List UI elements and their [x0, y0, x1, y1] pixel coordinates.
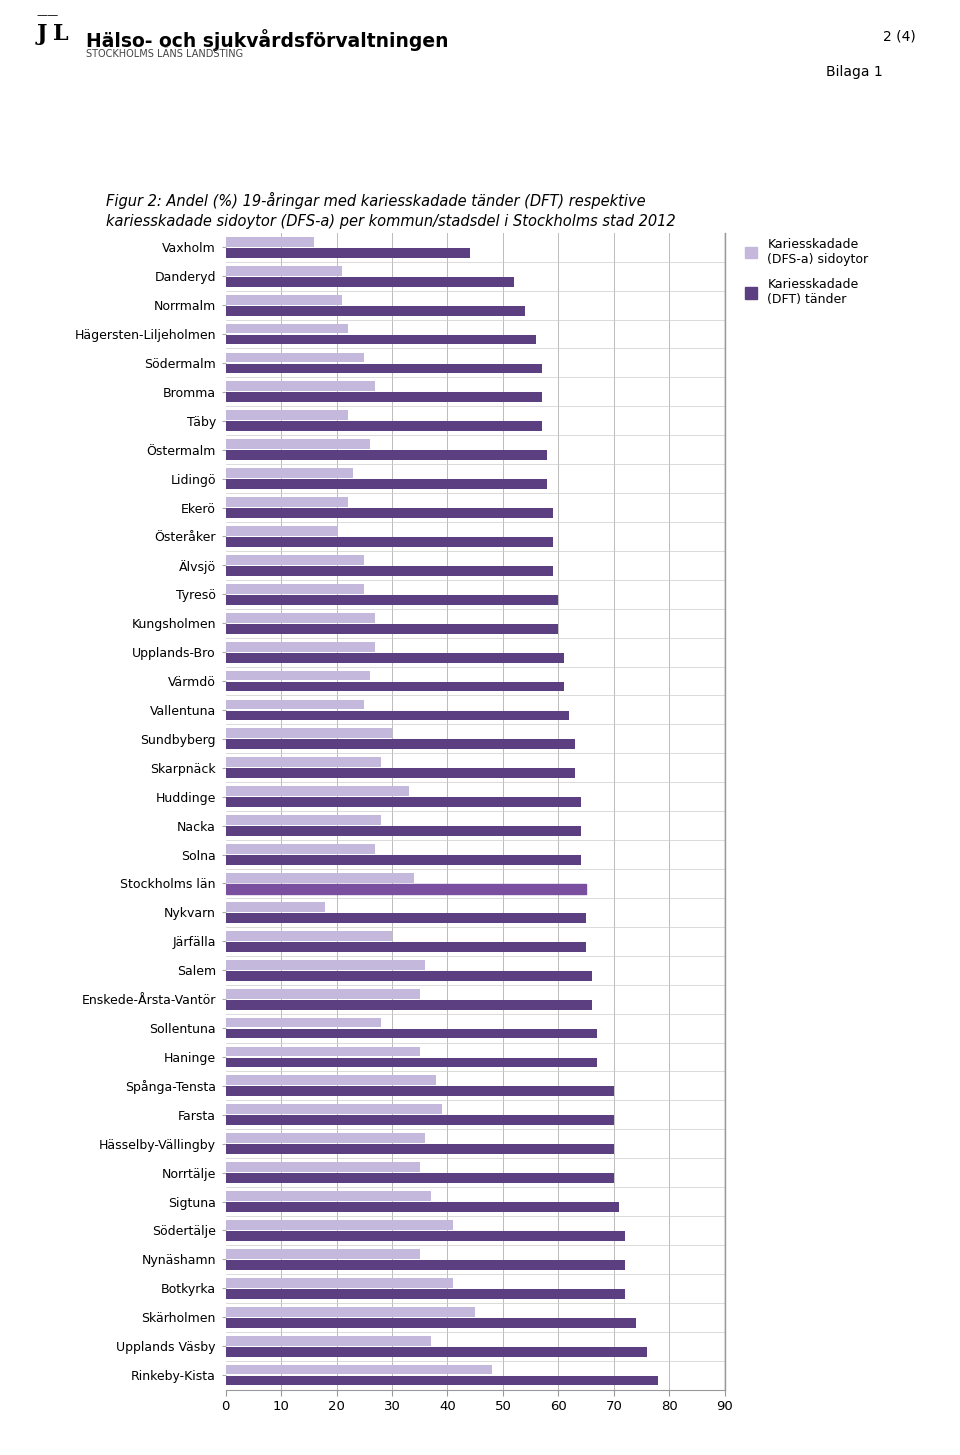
Legend: Kariesskadade
(DFS-a) sidoytor, Kariesskadade
(DFT) tänder: Kariesskadade (DFS-a) sidoytor, Kariessk…	[740, 233, 874, 311]
Bar	[226, 247, 469, 258]
Text: Bilaga 1: Bilaga 1	[826, 65, 882, 80]
Bar	[226, 642, 375, 652]
Bar	[226, 1202, 619, 1212]
Text: STOCKHOLMS LÄNS LANDSTING: STOCKHOLMS LÄNS LANDSTING	[86, 49, 244, 60]
Bar	[226, 1075, 437, 1085]
Bar	[226, 276, 514, 287]
Bar	[226, 266, 342, 275]
Bar	[226, 1336, 431, 1346]
Bar	[226, 381, 375, 391]
Bar	[226, 1173, 613, 1183]
Bar	[226, 653, 564, 662]
Bar	[226, 739, 575, 749]
Bar	[226, 1000, 591, 1010]
Bar	[226, 902, 325, 912]
Bar	[226, 1307, 475, 1317]
Bar	[226, 768, 575, 778]
Bar	[226, 595, 559, 605]
Bar	[226, 1289, 625, 1299]
Bar	[226, 931, 392, 941]
Bar	[226, 873, 414, 883]
Bar	[226, 885, 587, 893]
Bar	[226, 1104, 442, 1115]
Bar	[226, 912, 587, 922]
Bar	[226, 671, 370, 681]
Bar	[226, 1087, 613, 1096]
Bar	[226, 583, 364, 594]
Bar	[226, 856, 581, 864]
Bar	[226, 1347, 647, 1356]
Bar	[226, 1375, 659, 1385]
Bar	[226, 508, 553, 518]
Bar	[226, 1365, 492, 1375]
Bar	[226, 1058, 597, 1068]
Bar	[226, 335, 537, 345]
Bar	[226, 815, 381, 825]
Bar	[226, 729, 392, 738]
Bar	[226, 1029, 597, 1039]
Bar	[226, 844, 375, 854]
Bar	[226, 364, 541, 374]
Bar	[226, 681, 564, 691]
Bar	[226, 306, 525, 316]
Bar	[226, 554, 364, 565]
Bar	[226, 1260, 625, 1270]
Bar	[226, 1163, 420, 1173]
Text: Hälso- och sjukvårdsförvaltningen: Hälso- och sjukvårdsförvaltningen	[86, 29, 449, 51]
Bar	[226, 1221, 453, 1229]
Bar	[226, 960, 425, 969]
Text: J: J	[36, 23, 47, 45]
Bar	[226, 439, 370, 450]
Bar	[226, 566, 553, 576]
Text: ——: ——	[36, 10, 59, 20]
Bar	[226, 1231, 625, 1241]
Text: L: L	[53, 23, 68, 45]
Bar	[226, 797, 581, 808]
Bar	[226, 1144, 613, 1154]
Bar	[226, 1318, 636, 1327]
Bar	[226, 1046, 420, 1056]
Bar	[226, 941, 587, 952]
Bar	[226, 989, 420, 998]
Text: 2 (4): 2 (4)	[883, 29, 916, 44]
Bar	[226, 237, 314, 247]
Bar	[226, 1017, 381, 1027]
Bar	[226, 537, 553, 547]
Bar	[226, 527, 337, 535]
Bar	[226, 450, 547, 460]
Bar	[226, 410, 348, 420]
Bar	[226, 710, 569, 720]
Text: Figur 2: Andel (%) 19-åringar med kariesskadade tänder (DFT) respektive
kariessk: Figur 2: Andel (%) 19-åringar med karies…	[106, 192, 675, 228]
Bar	[226, 1133, 425, 1144]
Bar	[226, 1248, 420, 1259]
Bar	[226, 295, 342, 304]
Bar	[226, 786, 409, 796]
Bar	[226, 393, 541, 402]
Bar	[226, 624, 559, 633]
Bar	[226, 613, 375, 623]
Bar	[226, 970, 591, 981]
Bar	[226, 479, 547, 489]
Bar	[226, 352, 364, 362]
Bar	[226, 323, 348, 333]
Bar	[226, 1277, 453, 1288]
Bar	[226, 1192, 431, 1200]
Bar	[226, 498, 348, 506]
Bar	[226, 700, 364, 710]
Bar	[226, 469, 353, 479]
Bar	[226, 422, 541, 431]
Bar	[226, 758, 381, 767]
Bar	[226, 826, 581, 837]
Bar	[226, 1116, 613, 1125]
